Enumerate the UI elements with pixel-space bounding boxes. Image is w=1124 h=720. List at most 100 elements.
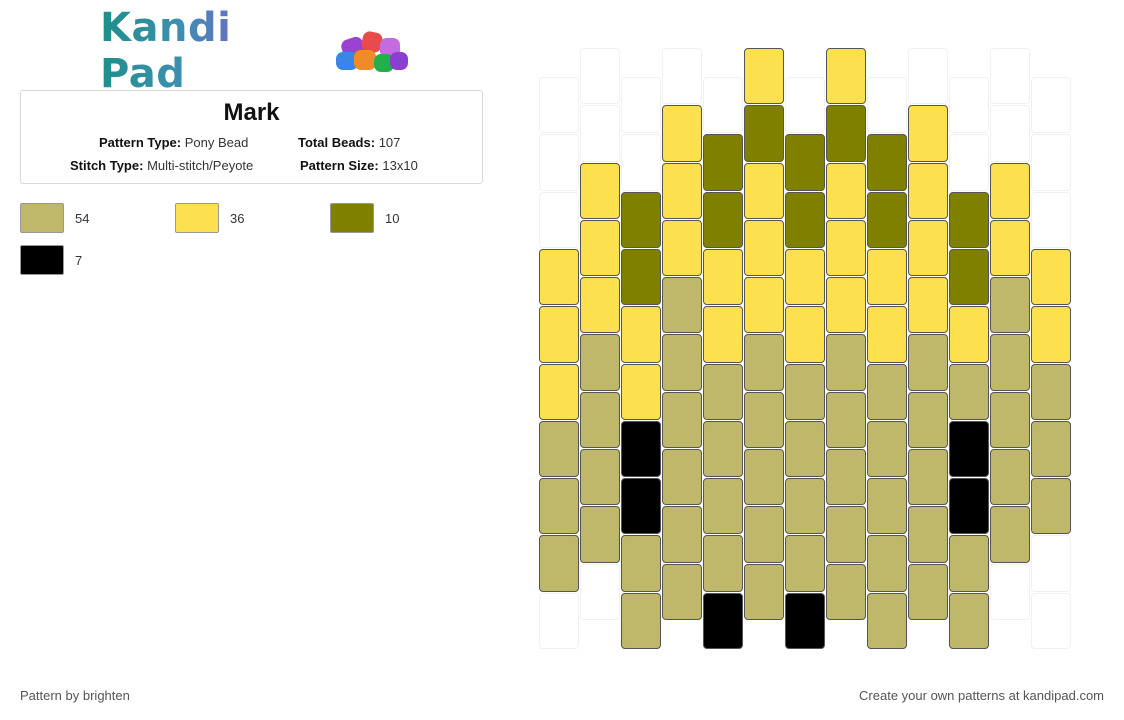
bead-count: 7 [75,252,83,268]
bead [662,105,702,162]
bead [990,448,1030,506]
bead-count: 54 [75,210,90,226]
bead [908,105,948,162]
pattern-info-card: Mark Pattern Type: Pony Bead Total Beads… [20,90,483,184]
bead [867,249,907,306]
bead [703,249,743,306]
bead [744,506,784,563]
bead [703,363,743,420]
bead [662,448,702,506]
bead [539,535,579,592]
bead [949,592,989,649]
bead-pile-icon [335,28,410,74]
bead [1031,191,1071,248]
bead [703,420,743,478]
bead [621,306,661,363]
legend-item-black: 7 [20,245,82,275]
pattern-size-label: Pattern Size: [300,158,379,173]
color-swatch [330,203,374,233]
bead [539,592,579,649]
bead [867,535,907,592]
bead [990,277,1030,334]
bead [1031,306,1071,363]
bead [990,391,1030,448]
bead [1031,363,1071,420]
bead [539,363,579,420]
kandipad-logo: Kandi Pad [100,5,410,97]
bead [949,478,989,535]
bead [744,219,784,277]
bead [621,363,661,420]
bead [580,219,620,277]
bead [662,506,702,563]
bead [703,77,743,134]
bead [785,134,825,191]
bead [908,219,948,277]
bead [990,334,1030,391]
bead [621,249,661,306]
legend-item-olive: 10 [330,203,399,233]
pattern-type-label: Pattern Type: [99,135,182,150]
bead [1031,592,1071,649]
bead [785,77,825,134]
bead [867,592,907,649]
bead [621,134,661,191]
bead [744,563,784,620]
bead [908,448,948,506]
bead [662,563,702,620]
stitch-type-value: Multi-stitch/Peyote [147,158,254,173]
bead [621,535,661,592]
bead [908,48,948,105]
bead [949,249,989,306]
bead [949,306,989,363]
bead [662,334,702,391]
bead [826,162,866,219]
bead [703,478,743,535]
bead [949,77,989,134]
bead [826,563,866,620]
bead [867,363,907,420]
bead [990,162,1030,219]
pattern-title: Mark [223,99,280,126]
bead [539,306,579,363]
bead [867,134,907,191]
bead [1031,535,1071,592]
bead [621,592,661,649]
bead [949,363,989,420]
bead [908,563,948,620]
logo-text: Kandi Pad [100,5,326,97]
bead [949,191,989,248]
bead [908,391,948,448]
bead [867,420,907,478]
bead [908,506,948,563]
bead [990,506,1030,563]
bead [662,277,702,334]
total-beads-value: 107 [378,135,401,150]
bead [580,162,620,219]
pattern-type: Pattern Type: Pony Bead [99,135,248,150]
pattern-type-value: Pony Bead [184,135,249,150]
bead [621,420,661,478]
bead [539,191,579,248]
bead [949,134,989,191]
bead [826,391,866,448]
bead [703,191,743,248]
bead [785,249,825,306]
bead [826,219,866,277]
color-swatch [20,203,64,233]
total-beads-label: Total Beads: [298,135,376,150]
bead [703,592,743,649]
bead [703,535,743,592]
bead [580,48,620,105]
bead [826,334,866,391]
kandipad-promo-link[interactable]: Create your own patterns at kandipad.com [859,688,1104,703]
bead-count: 36 [230,210,245,226]
bead [539,249,579,306]
pattern-size: Pattern Size: 13x10 [300,158,418,173]
bead [990,105,1030,162]
bead [785,306,825,363]
bead [1031,249,1071,306]
bead [785,478,825,535]
bead-pattern-grid [539,48,1071,650]
bead [744,448,784,506]
